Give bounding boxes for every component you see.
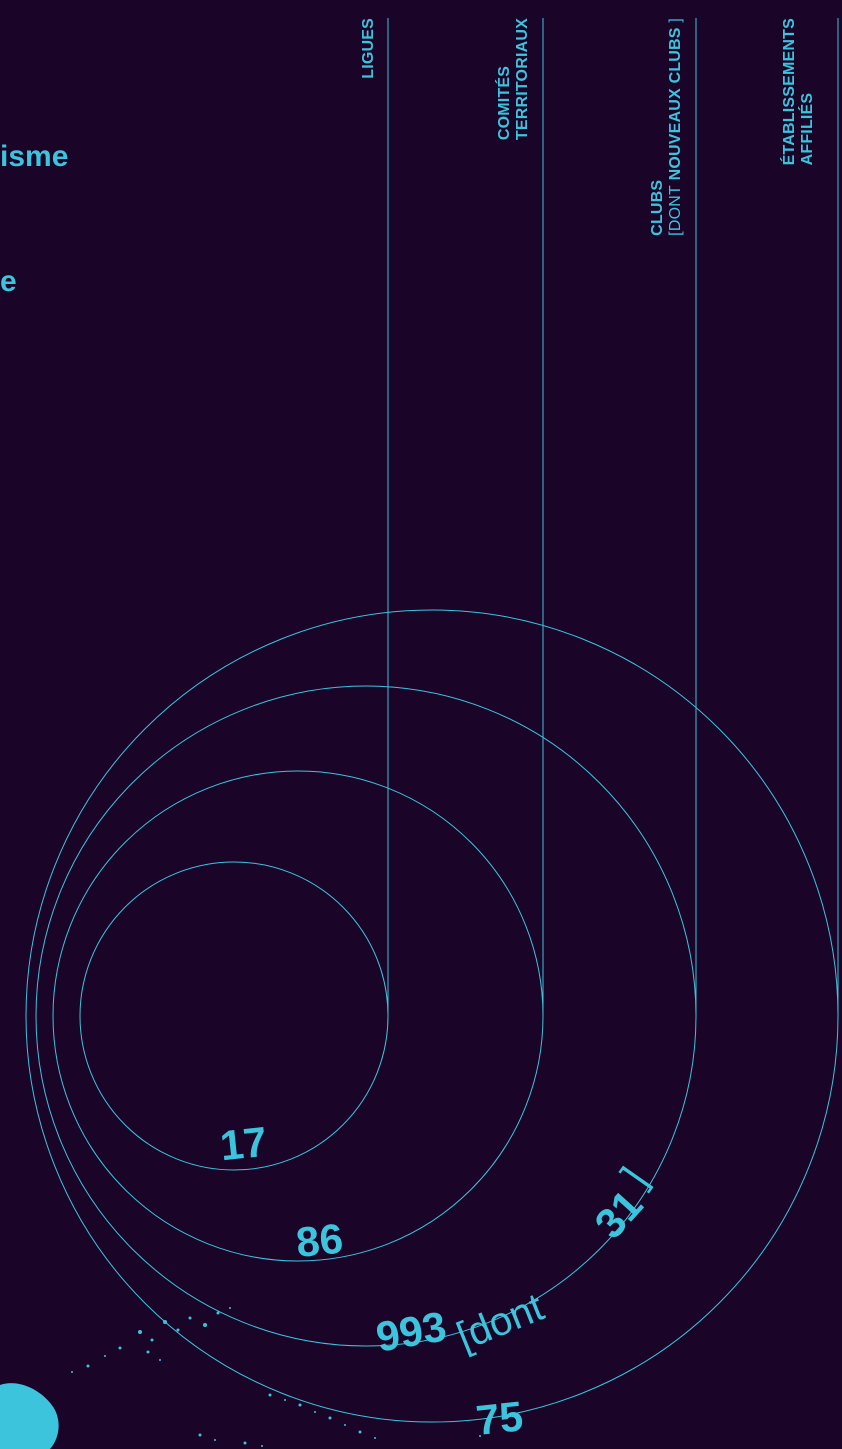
comites-label-line2: TERRITORIAUX	[514, 18, 531, 141]
comites-circle	[52, 770, 544, 1262]
speckle-dot	[71, 1371, 73, 1373]
comites-label-line1: COMITÉS	[496, 65, 513, 141]
clubs-label-nouveaux: NOUVEAUX CLUBS	[667, 27, 684, 181]
speckle-dot	[268, 1393, 272, 1397]
speckle-dot	[188, 1316, 192, 1320]
speckle-dot	[298, 1403, 302, 1407]
ligues-value: 17	[218, 1118, 269, 1170]
speckle-dot	[344, 1424, 346, 1426]
speckle-dot	[176, 1328, 180, 1332]
clubs-new-value: 31	[585, 1181, 651, 1247]
speckle-dot	[104, 1355, 106, 1357]
clubs-label-close: ]	[667, 18, 684, 23]
etab-circle	[25, 609, 839, 1423]
speckle-dot	[203, 1323, 207, 1327]
etab-label-line1: ÉTABLISSEMENTS	[781, 18, 798, 166]
etab-value: 75	[474, 1392, 525, 1444]
speckle-dot	[374, 1437, 376, 1439]
speckle-dot	[314, 1411, 316, 1413]
ligues-label-text: LIGUES	[360, 18, 377, 79]
etab-label: ÉTABLISSEMENTS AFFILIÉS	[781, 18, 817, 165]
ligues-circle	[79, 861, 389, 1171]
speckle-dot	[86, 1364, 90, 1368]
clubs-circle	[35, 685, 697, 1347]
speckle-dot	[284, 1399, 286, 1401]
speckle-dot	[118, 1346, 122, 1350]
speckle-dot	[214, 1439, 216, 1441]
etab-label-line2: AFFILIÉS	[799, 92, 816, 166]
speckle-dot	[229, 1307, 231, 1309]
ligues-label: LIGUES	[360, 18, 378, 79]
speckle-dot	[261, 1445, 263, 1447]
clubs-label: CLUBS [DONT NOUVEAUX CLUBS ]	[649, 18, 685, 236]
speckle-dot	[198, 1433, 202, 1437]
speckle-dot	[150, 1338, 154, 1342]
speckle-texture	[0, 1307, 481, 1449]
speckle-dot	[216, 1311, 220, 1315]
clubs-label-line1: CLUBS	[649, 179, 666, 236]
speckle-dot	[163, 1320, 167, 1324]
speckle-dot	[159, 1359, 161, 1361]
speckle-dot	[358, 1430, 362, 1434]
speckle-dot	[146, 1350, 150, 1354]
clubs-label-open: [	[667, 231, 684, 236]
speckle-dot	[138, 1330, 142, 1334]
speckle-dot	[328, 1416, 332, 1420]
comites-label: COMITÉS TERRITORIAUX	[496, 18, 532, 140]
clubs-dont: [dont	[451, 1285, 550, 1359]
speckle-blob	[0, 1383, 59, 1449]
clubs-value: 993	[373, 1302, 450, 1360]
comites-value: 86	[294, 1214, 345, 1266]
clubs-label-dont: DONT	[667, 185, 684, 232]
speckle-dot	[243, 1441, 247, 1445]
title-fragment-1: isme	[0, 140, 69, 173]
speckle-dot	[479, 1435, 481, 1437]
title-fragment-2: e	[0, 265, 17, 298]
